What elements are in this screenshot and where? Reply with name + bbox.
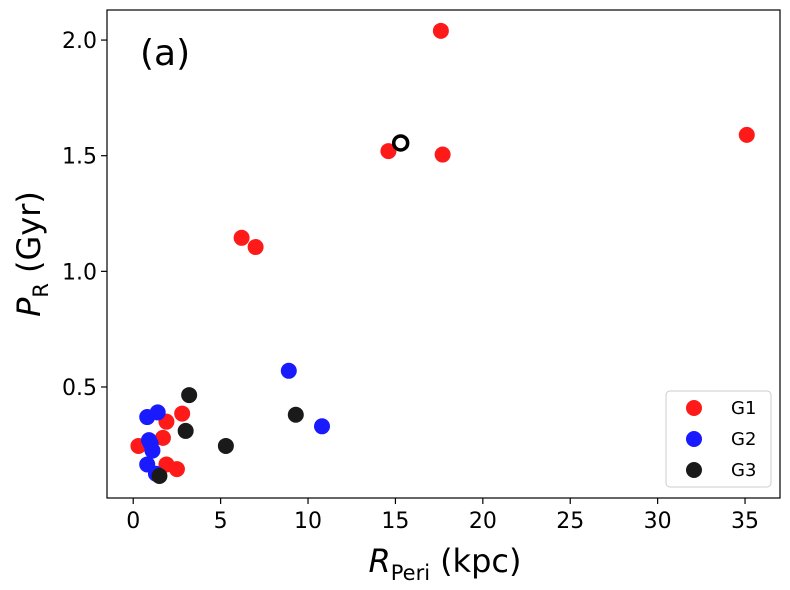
data-point-g2 — [314, 418, 331, 435]
x-tick-label: 5 — [214, 509, 228, 534]
x-tick-label: 15 — [381, 509, 409, 534]
data-points — [130, 22, 755, 485]
x-axis-label: RPeri (kpc) — [369, 542, 522, 585]
data-point-g1 — [434, 146, 451, 163]
data-point-g1 — [247, 239, 264, 256]
y-axis-label: PR (Gyr) — [10, 191, 53, 317]
legend-label-g1: G1 — [731, 398, 756, 419]
y-tick-label: 1.0 — [62, 260, 97, 285]
x-axis: 0 5 10 15 20 25 30 35 — [126, 498, 759, 534]
legend-marker-g3 — [686, 462, 702, 478]
data-point-g3 — [177, 422, 194, 439]
x-tick-label: 0 — [126, 509, 140, 534]
data-point-g1 — [432, 22, 449, 39]
x-tick-label: 10 — [294, 509, 322, 534]
x-tick-label: 25 — [556, 509, 584, 534]
data-point-g1 — [168, 461, 185, 478]
data-point-g1 — [233, 229, 250, 246]
x-axis-label-sub: Peri — [391, 561, 430, 585]
data-point-g1 — [380, 143, 397, 160]
y-tick-label: 2.0 — [62, 29, 97, 54]
x-tick-label: 35 — [731, 509, 759, 534]
highlight-point — [391, 134, 410, 152]
y-tick-label: 1.5 — [62, 145, 97, 170]
legend-label-g3: G3 — [731, 460, 756, 481]
y-tick-label: 0.5 — [62, 376, 97, 401]
x-tick-label: 20 — [469, 509, 497, 534]
legend-label-g2: G2 — [731, 429, 756, 450]
panel-label: (a) — [140, 33, 190, 74]
data-point-g2 — [280, 362, 297, 379]
data-point-g1 — [154, 429, 171, 446]
x-axis-label-unit: (kpc) — [440, 542, 521, 580]
legend-marker-g2 — [686, 431, 702, 447]
x-tick-label: 30 — [644, 509, 672, 534]
legend-marker-g1 — [686, 400, 702, 416]
y-axis-label-unit: (Gyr) — [10, 191, 48, 273]
data-point-g3 — [217, 437, 234, 454]
plot-area — [106, 9, 781, 499]
y-axis-label-sub: R — [29, 283, 53, 298]
data-point-g3 — [181, 387, 198, 404]
legend: G1 G2 G3 — [665, 390, 772, 488]
data-point-g3 — [287, 406, 304, 423]
data-point-g1 — [738, 126, 755, 143]
data-point-g2 — [144, 442, 161, 459]
data-point-g2 — [149, 404, 166, 421]
x-axis-label-main: R — [369, 542, 391, 580]
data-point-g1 — [174, 405, 191, 422]
y-axis-label-main: P — [10, 297, 48, 317]
data-point-g3 — [151, 468, 168, 485]
y-axis: 0.5 1.0 1.5 2.0 — [62, 29, 107, 401]
